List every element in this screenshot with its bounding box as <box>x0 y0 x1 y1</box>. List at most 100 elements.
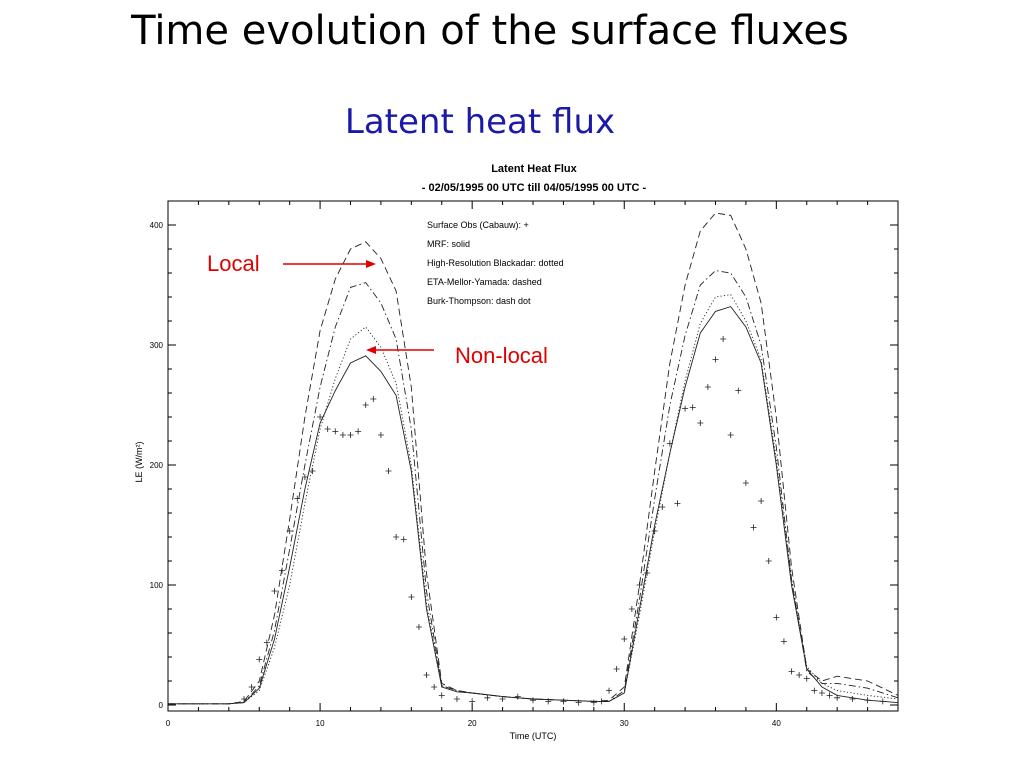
obs-point <box>621 636 628 642</box>
obs-point <box>241 696 248 702</box>
obs-point <box>385 468 392 474</box>
legend-entry: Surface Obs (Cabauw): + <box>427 220 529 230</box>
obs-point <box>590 699 597 706</box>
obs-point <box>408 594 415 600</box>
obs-point <box>864 697 871 704</box>
obs-point <box>788 668 795 675</box>
obs-point <box>780 638 787 645</box>
obs-point <box>355 428 362 435</box>
x-tick-label: 40 <box>772 719 781 728</box>
obs-point <box>575 699 582 706</box>
obs-point <box>879 698 886 705</box>
y-tick-label: 200 <box>150 461 164 470</box>
obs-point <box>530 697 536 704</box>
x-tick-label: 20 <box>468 719 477 728</box>
obs-point <box>644 570 651 576</box>
obs-point <box>697 420 704 426</box>
series-line-eta-mellor-yamada <box>168 212 899 705</box>
obs-point <box>415 624 422 630</box>
obs-point <box>317 414 324 420</box>
obs-point <box>271 588 278 594</box>
obs-point <box>727 432 734 438</box>
obs-point <box>742 480 749 486</box>
obs-point <box>362 402 369 408</box>
y-tick-label: 400 <box>150 221 164 230</box>
annotation-local-label: Local <box>207 251 260 276</box>
obs-point <box>666 440 673 447</box>
obs-point <box>423 672 430 678</box>
obs-point <box>339 432 346 438</box>
y-tick-label: 300 <box>150 341 164 350</box>
slide-subtitle: Latent heat flux <box>344 102 616 142</box>
obs-point <box>651 528 658 534</box>
chart-subtitle: - 02/05/1995 00 UTC till 04/05/1995 00 U… <box>422 182 647 194</box>
obs-point <box>704 384 711 390</box>
annotation-nonlocal: Non-local <box>366 343 548 368</box>
obs-point <box>606 687 613 694</box>
obs-point <box>431 684 438 690</box>
obs-point <box>659 504 666 510</box>
obs-point <box>514 693 521 700</box>
obs-point <box>499 696 506 702</box>
y-tick-label: 100 <box>150 581 164 590</box>
obs-point <box>796 672 803 678</box>
annotation-nonlocal-arrowhead <box>366 346 376 354</box>
obs-point <box>263 639 270 646</box>
x-tick-label: 30 <box>620 719 629 728</box>
annotation-local-arrowhead <box>366 260 376 268</box>
obs-point <box>720 336 727 342</box>
obs-point <box>347 432 354 438</box>
obs-point <box>560 698 567 705</box>
annotation-nonlocal-label: Non-local <box>455 343 548 368</box>
y-tick-label: 0 <box>159 701 164 710</box>
observation-markers <box>241 336 886 706</box>
obs-point <box>469 698 476 705</box>
obs-point <box>453 696 460 702</box>
obs-point <box>545 698 552 705</box>
obs-point <box>689 404 696 411</box>
obs-point <box>834 694 841 701</box>
obs-point <box>674 500 681 507</box>
obs-point <box>279 567 286 574</box>
x-tick-label: 10 <box>316 719 325 728</box>
annotation-local: Local <box>207 251 376 276</box>
obs-point <box>849 696 856 702</box>
slide-title: Time evolution of the surface fluxes <box>131 8 849 54</box>
obs-point <box>286 528 293 534</box>
axis-ticks <box>167 200 899 711</box>
legend-entry: MRF: solid <box>427 239 470 249</box>
obs-point <box>294 495 301 502</box>
obs-point <box>818 690 825 696</box>
obs-point <box>393 534 400 540</box>
obs-point <box>324 426 331 432</box>
y-axis-label: LE (W/m²) <box>134 442 144 483</box>
legend: Surface Obs (Cabauw): + MRF: solid High-… <box>427 220 564 306</box>
obs-point <box>750 524 757 531</box>
chart-title: Latent Heat Flux <box>491 163 577 175</box>
legend-entry: High-Resolution Blackadar: dotted <box>427 258 564 268</box>
obs-point <box>248 684 255 690</box>
obs-point <box>332 428 339 435</box>
obs-point <box>484 694 491 701</box>
obs-point <box>400 536 407 543</box>
obs-point <box>309 468 316 474</box>
obs-point <box>712 356 719 363</box>
obs-point <box>301 474 308 480</box>
obs-point <box>765 558 772 564</box>
obs-point <box>811 687 818 694</box>
x-axis-label: Time (UTC) <box>510 731 557 741</box>
obs-point <box>758 498 765 504</box>
x-tick-label: 0 <box>166 719 171 728</box>
obs-point <box>636 582 643 588</box>
obs-point <box>256 656 263 663</box>
obs-point <box>803 675 810 682</box>
obs-point <box>377 432 384 438</box>
obs-point <box>370 396 377 402</box>
obs-point <box>628 606 635 612</box>
obs-point <box>773 614 780 621</box>
obs-point <box>735 387 742 394</box>
y-tick-labels: 0 100 200 300 400 <box>150 221 164 710</box>
x-tick-labels: 0 10 20 30 40 <box>166 719 782 728</box>
legend-entry: Burk-Thompson: dash dot <box>427 296 531 306</box>
